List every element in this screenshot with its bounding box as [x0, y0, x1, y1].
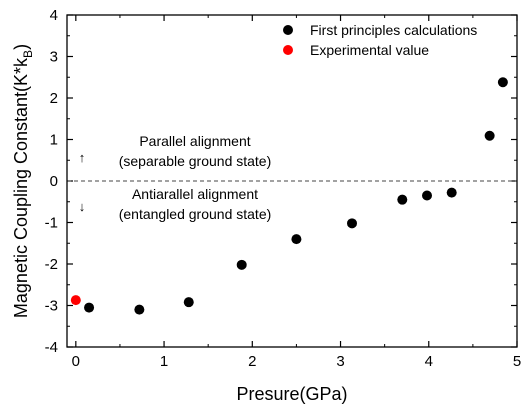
data-point-first-principles — [347, 218, 357, 229]
data-point-first-principles — [236, 259, 247, 270]
y-axis-label-main: Magnetic Coupling Constant(K*k — [11, 57, 31, 318]
arrow-up-icon: ↑ — [79, 150, 86, 165]
x-tick-label: 3 — [336, 353, 344, 370]
annotation-antiparallel: Antiarallel alignment — [132, 186, 258, 202]
annotation-separable: (separable ground state) — [119, 153, 272, 169]
data-point-first-principles — [134, 304, 145, 315]
legend-marker-first-principles — [283, 25, 293, 35]
data-points — [70, 77, 508, 315]
data-point-first-principles — [484, 130, 495, 141]
annotation-entangled: (entangled ground state) — [119, 206, 272, 222]
data-point-first-principles — [422, 190, 432, 201]
y-axis-label: Magnetic Coupling Constant(K*kB) — [11, 44, 35, 318]
data-point-first-principles — [497, 77, 508, 88]
annotations: ↑ Parallel alignment (separable ground s… — [79, 133, 272, 222]
x-axis-label: Presure(GPa) — [236, 384, 347, 404]
y-axis-label-close: ) — [11, 44, 31, 50]
y-tick-label: 2 — [50, 90, 58, 107]
legend: First principles calculations Experiment… — [283, 22, 477, 58]
data-point-first-principles — [446, 187, 457, 198]
x-tick-label: 4 — [425, 353, 433, 370]
y-tick-label: 4 — [50, 7, 58, 24]
x-tick-label: 0 — [72, 353, 80, 370]
data-point-experimental — [70, 295, 81, 306]
y-tick-label: -3 — [45, 298, 58, 315]
data-point-first-principles — [183, 297, 194, 308]
data-point-first-principles — [84, 302, 95, 313]
x-tick-label: 2 — [248, 353, 256, 370]
y-tick-label: 3 — [50, 49, 58, 66]
y-tick-label: -1 — [45, 215, 58, 232]
y-axis-label-subscript: B — [21, 50, 35, 58]
data-point-first-principles — [397, 194, 408, 205]
legend-marker-experimental — [283, 45, 293, 55]
legend-label-experimental: Experimental value — [310, 42, 429, 58]
data-point-first-principles — [291, 234, 302, 245]
y-tick-label: -4 — [45, 339, 58, 356]
legend-label-first-principles: First principles calculations — [310, 22, 477, 38]
x-tick-label: 5 — [513, 353, 521, 370]
y-tick-label: -2 — [45, 256, 58, 273]
x-tick-label: 1 — [160, 353, 168, 370]
plot-frame — [66, 14, 518, 348]
y-tick-label: 0 — [50, 173, 58, 190]
annotation-parallel: Parallel alignment — [139, 133, 250, 149]
y-tick-label: 1 — [50, 132, 58, 149]
arrow-down-icon: ↓ — [79, 199, 86, 214]
